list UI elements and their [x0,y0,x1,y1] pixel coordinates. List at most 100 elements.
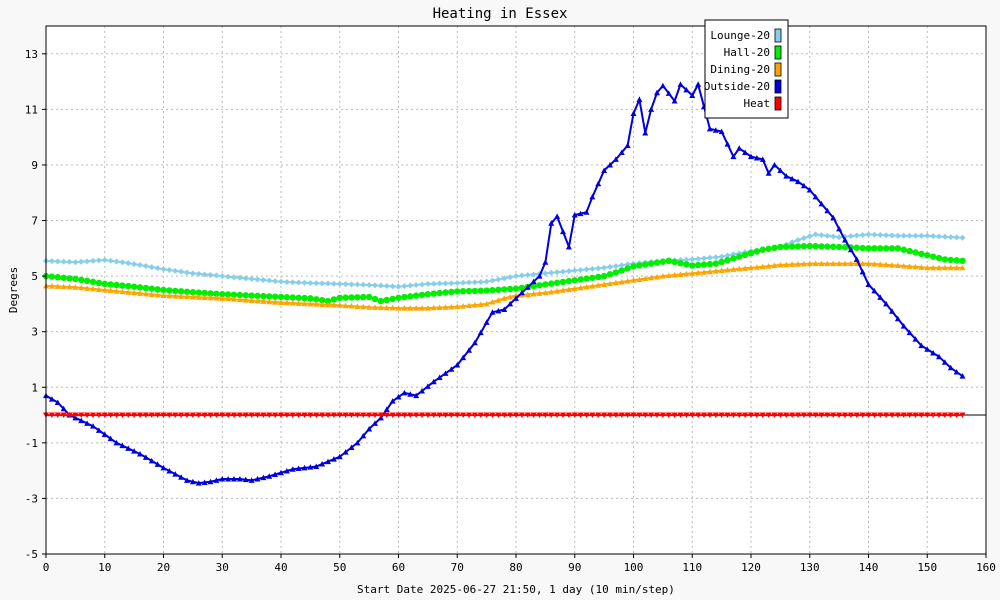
series-0-point-49 [330,280,337,287]
series-3-point-120 [748,153,754,160]
series-4-point-53 [354,412,361,419]
series-2-point-21 [166,292,173,299]
x-axis-label: Start Date 2025-06-27 21:50, 1 day (10 m… [357,583,675,596]
series-3-point-119 [742,149,749,155]
series-0-point-46 [313,280,320,287]
series-3-point-123 [765,170,772,176]
series-0-point-23 [178,268,185,275]
x-tick-label-12: 120 [741,561,761,574]
series-1-point-77 [495,286,502,293]
series-3-point-11 [107,435,114,442]
series-4-point-49 [330,412,337,419]
legend-label-3: Outside-20 [704,80,770,93]
series-0-point-138 [853,232,860,239]
series-3-point-24 [184,477,190,483]
series-1-point-90 [571,277,578,284]
series-4-point-106 [665,412,672,419]
series-0-point-81 [518,272,525,279]
series-2-point-26 [195,294,202,300]
series-3-point-54 [360,432,367,439]
series-2-point-119 [742,265,749,271]
series-2-point-88 [560,287,566,293]
series-4-point-113 [706,412,713,419]
series-4-point-127 [789,412,796,419]
series-3-point-42 [289,466,296,472]
series-0-point-25 [189,270,196,277]
series-2-point-7 [84,285,91,291]
series-0-point-50 [336,280,343,287]
series-4-point-138 [853,412,860,419]
series-2-point-52 [348,303,355,309]
series-4-point-6 [78,412,85,419]
series-2-point-147 [906,263,913,269]
series-3-point-39 [272,471,279,477]
series-1-point-133 [824,243,831,250]
series-1-point-146 [900,246,907,253]
series-2-point-132 [818,260,825,267]
series-0-point-129 [800,235,807,242]
series-1-point-86 [548,280,555,287]
series-4-point-5 [72,412,79,419]
series-3-point-28 [207,478,214,485]
series-3-point-94 [595,180,602,187]
series-3-point-19 [154,461,161,467]
series-1-point-28 [207,290,214,297]
series-0-point-77 [495,276,502,283]
series-0-point-146 [900,232,907,239]
series-2-point-1 [48,283,55,289]
series-0-point-53 [354,281,361,288]
series-3-point-80 [513,295,519,301]
x-tick-label-13: 130 [800,561,820,574]
series-4-point-137 [847,412,854,419]
series-1 [42,242,966,305]
series-1-point-129 [800,243,808,250]
series-4-point-118 [736,412,743,419]
grid [46,26,986,554]
series-1-point-16 [136,284,144,291]
series-4-point-152 [936,412,942,419]
series-2-point-115 [718,267,725,274]
series-4-point-36 [254,412,261,419]
series-2-point-22 [172,293,179,299]
series-0-point-30 [219,273,226,280]
series-4-point-26 [195,412,202,419]
series-0-point-6 [78,258,85,265]
series-1-point-142 [877,245,884,252]
series-0-point-132 [818,232,825,239]
series-1-point-139 [859,244,866,252]
series-1-point-130 [806,242,813,250]
series-2-point-133 [824,260,831,267]
series-4 [43,412,966,419]
series-4-point-91 [577,412,584,419]
series-1-point-104 [653,259,661,266]
series-3-point-64 [419,387,425,394]
series-2-point-91 [577,284,584,291]
series-0-point-91 [577,266,584,273]
series-2-point-44 [301,300,308,307]
series-2-point-63 [413,305,420,311]
series-4-point-148 [912,412,919,419]
series-0-point-142 [877,231,884,238]
series-3-point-107 [671,98,678,104]
series-2-point-126 [783,261,790,268]
series-1-point-85 [542,281,549,288]
series-2-point-29 [213,295,220,301]
x-tick-label-11: 110 [682,561,702,574]
series-0-point-74 [477,278,484,285]
series-1-point-131 [812,243,819,250]
chart-title: Heating in Essex [433,6,568,22]
series-1-point-155 [953,257,960,264]
series-4-point-73 [471,412,478,419]
series-0-point-51 [342,281,349,288]
series-0-point-152 [936,233,942,240]
series-1-point-50 [336,294,343,301]
series-3-point-15 [131,448,138,454]
series-0-point-18 [148,264,155,271]
series-0-point-80 [513,273,519,280]
series-3-point-55 [366,425,373,432]
series-1-point-47 [318,296,326,304]
series-4-point-23 [178,412,185,419]
series-3-point-90 [571,211,578,218]
series-4-point-65 [424,412,431,419]
series-0-point-89 [565,268,572,275]
